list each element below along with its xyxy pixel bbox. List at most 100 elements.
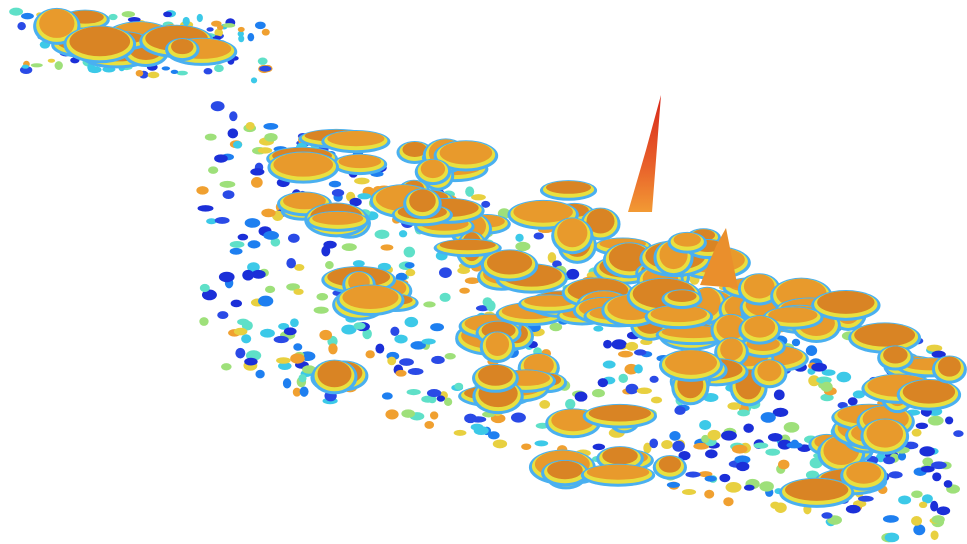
blob-body [664,350,718,375]
blob-body [283,192,326,210]
dot [926,344,943,352]
dot [222,23,236,28]
dot [515,233,524,242]
dot [539,400,551,409]
dot [515,241,531,252]
dot [286,258,297,269]
dot [492,439,508,449]
dot [380,244,394,251]
dot [704,489,715,499]
dot [390,326,400,337]
blob-body [902,379,956,404]
dot [394,334,408,344]
dot [203,68,213,75]
dot [265,285,276,294]
blob-body [171,38,194,55]
dot [404,316,419,328]
dot [54,61,63,70]
dot [108,13,118,21]
dot [723,497,734,507]
dot [911,428,922,437]
dot [331,189,345,197]
dot [261,208,276,218]
dot [233,327,248,336]
blob-body [485,332,510,357]
dot [883,456,896,465]
dot [403,246,416,258]
dot [592,443,606,451]
dot [574,391,588,402]
dot [911,516,923,526]
dot [362,328,372,340]
dot [521,443,532,451]
dot [808,375,820,387]
blob-body [342,285,399,310]
dot [464,277,480,284]
dot [229,241,245,248]
dot [430,323,445,332]
dot [897,452,907,461]
dot [247,240,261,249]
dot [918,501,928,509]
dot [357,193,372,200]
dot [836,371,852,383]
dot [927,415,944,426]
dot [911,490,923,498]
dot [204,133,217,141]
dot [365,350,375,359]
dot [264,133,278,142]
dot [438,267,452,278]
dot [299,386,309,397]
dot [772,407,789,418]
dot [298,374,307,383]
dot [287,233,300,243]
dot [424,420,435,429]
dot [852,390,866,399]
blob-body [273,152,334,177]
dot [678,451,691,461]
blob-body [586,208,615,234]
dot [625,341,639,351]
dot [341,324,357,335]
dot [199,317,209,326]
dot [21,64,30,69]
dot [743,484,755,491]
dot [196,186,209,195]
dot [47,58,56,63]
dot [406,388,421,396]
dot [759,481,774,492]
dot [459,287,470,294]
dot [214,64,224,73]
dot [847,397,858,406]
dot [921,494,933,504]
dot [931,461,947,470]
dot [283,327,297,336]
dot [9,7,24,16]
dot [405,268,416,277]
dot [377,262,392,271]
tall-spike [628,95,661,212]
dot [760,412,776,423]
dot [244,218,261,228]
dot [214,216,230,224]
blob-body [312,211,364,225]
dot [251,269,266,279]
blob-body [545,181,592,194]
dot [282,378,292,389]
dot [719,473,731,483]
blob-body [486,250,533,275]
blob-body [327,131,385,147]
dot [699,420,712,431]
dot [930,530,939,541]
dot [884,532,900,543]
blob-body [883,346,908,364]
dot [250,168,265,176]
peak-layer [33,7,967,508]
dot [820,381,833,392]
dot [931,515,945,524]
dot [325,261,334,270]
dot [805,345,818,356]
dot [241,334,252,344]
dot [199,283,210,293]
blob-body [650,305,708,323]
